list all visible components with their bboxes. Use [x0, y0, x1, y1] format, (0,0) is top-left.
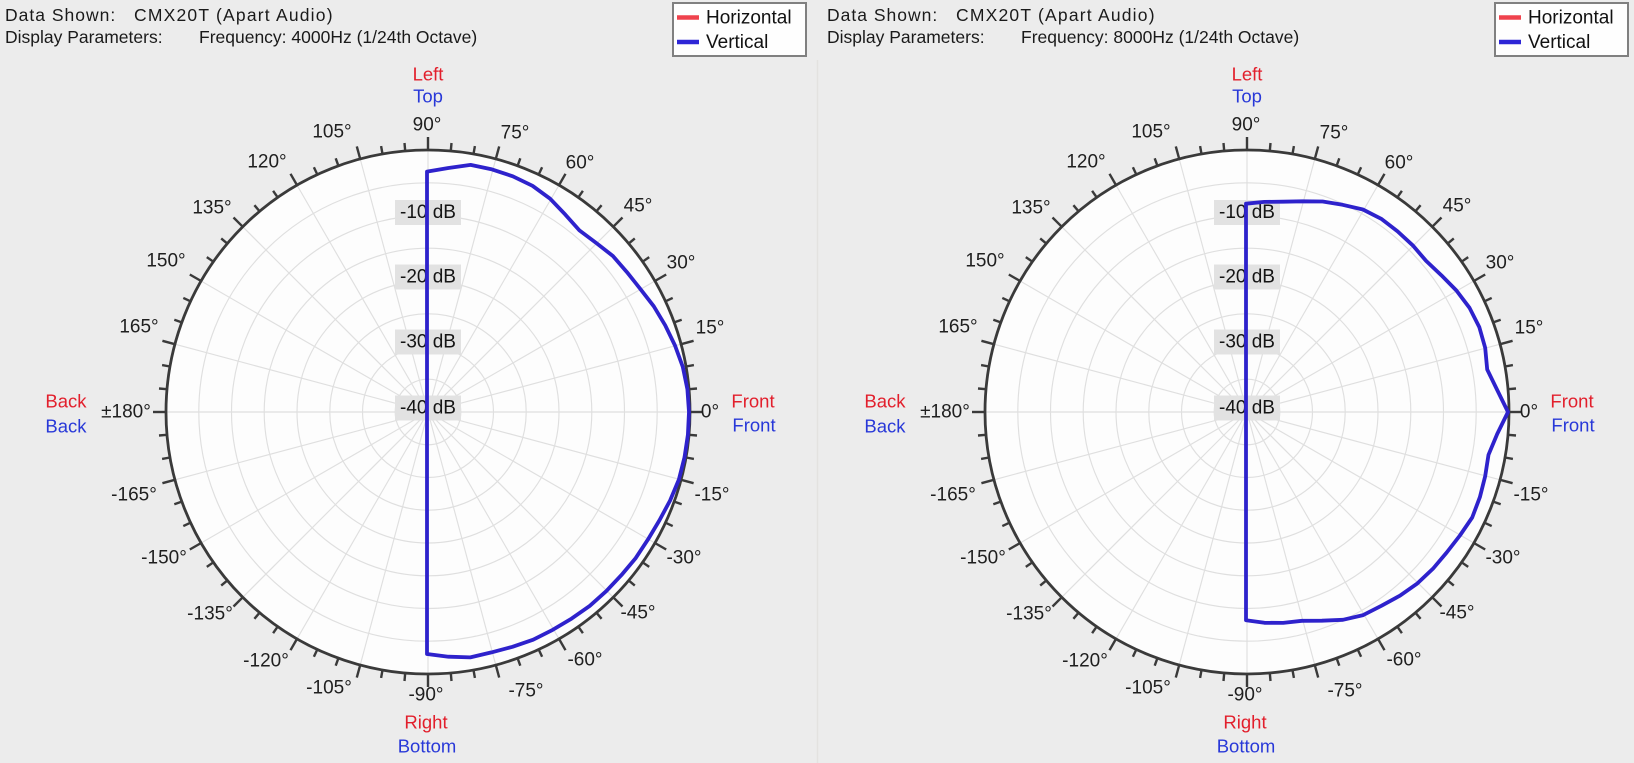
svg-text:-45°: -45°: [1439, 603, 1474, 624]
svg-text:120°: 120°: [247, 152, 286, 173]
svg-text:120°: 120°: [1066, 152, 1105, 173]
svg-text:-15°: -15°: [694, 485, 729, 506]
svg-text:-60°: -60°: [1386, 650, 1421, 671]
svg-text:90°: 90°: [1232, 115, 1261, 136]
svg-text:Display Parameters:: Display Parameters:: [5, 27, 163, 47]
svg-text:Front: Front: [732, 415, 775, 436]
svg-text:CMX20T (Apart Audio): CMX20T (Apart Audio): [956, 5, 1156, 25]
svg-text:Data Shown:: Data Shown:: [5, 5, 116, 25]
svg-text:Right: Right: [1223, 712, 1266, 733]
svg-text:-60°: -60°: [567, 650, 602, 671]
svg-text:150°: 150°: [146, 251, 185, 272]
svg-text:Vertical: Vertical: [1528, 32, 1590, 53]
svg-text:Front: Front: [731, 391, 774, 412]
svg-text:-45°: -45°: [620, 603, 655, 624]
svg-text:Bottom: Bottom: [398, 736, 457, 757]
svg-text:Left: Left: [413, 64, 444, 85]
svg-text:Frequency: 8000Hz (1/24th Octa: Frequency: 8000Hz (1/24th Octave): [1021, 27, 1299, 47]
svg-text:105°: 105°: [1131, 122, 1170, 143]
svg-text:165°: 165°: [119, 317, 158, 338]
svg-text:-150°: -150°: [960, 548, 1006, 569]
svg-text:Horizontal: Horizontal: [1528, 8, 1614, 29]
svg-text:Right: Right: [404, 712, 447, 733]
svg-text:-165°: -165°: [111, 485, 157, 506]
svg-text:-105°: -105°: [1125, 678, 1171, 699]
svg-text:Back: Back: [45, 416, 87, 437]
svg-text:75°: 75°: [1320, 123, 1349, 144]
svg-text:±180°: ±180°: [101, 402, 151, 423]
svg-text:±180°: ±180°: [920, 402, 970, 423]
svg-text:30°: 30°: [667, 253, 696, 274]
svg-text:-90°: -90°: [408, 685, 443, 706]
svg-text:135°: 135°: [1011, 198, 1050, 219]
svg-text:-105°: -105°: [306, 678, 352, 699]
svg-text:Data Shown:: Data Shown:: [827, 5, 938, 25]
svg-text:Display Parameters:: Display Parameters:: [827, 27, 985, 47]
svg-text:CMX20T (Apart Audio): CMX20T (Apart Audio): [134, 5, 334, 25]
svg-text:45°: 45°: [624, 196, 653, 217]
svg-text:Vertical: Vertical: [706, 32, 768, 53]
svg-text:-135°: -135°: [187, 604, 233, 625]
svg-text:Horizontal: Horizontal: [706, 8, 792, 29]
svg-text:150°: 150°: [965, 251, 1004, 272]
svg-text:135°: 135°: [192, 198, 231, 219]
svg-text:15°: 15°: [696, 318, 725, 339]
svg-text:-150°: -150°: [141, 548, 187, 569]
svg-text:-15°: -15°: [1513, 485, 1548, 506]
svg-text:105°: 105°: [312, 122, 351, 143]
svg-text:165°: 165°: [938, 317, 977, 338]
svg-text:60°: 60°: [1385, 153, 1414, 174]
svg-text:Frequency: 4000Hz (1/24th Octa: Frequency: 4000Hz (1/24th Octave): [199, 27, 477, 47]
svg-text:-135°: -135°: [1006, 604, 1052, 625]
svg-text:-165°: -165°: [930, 485, 976, 506]
svg-text:-75°: -75°: [1327, 681, 1362, 702]
svg-text:Back: Back: [864, 391, 906, 412]
svg-text:60°: 60°: [566, 153, 595, 174]
svg-text:-75°: -75°: [508, 681, 543, 702]
svg-text:Bottom: Bottom: [1217, 736, 1276, 757]
svg-text:45°: 45°: [1443, 196, 1472, 217]
svg-text:Left: Left: [1232, 64, 1263, 85]
svg-text:Back: Back: [864, 416, 906, 437]
svg-text:-30°: -30°: [1485, 548, 1520, 569]
svg-text:-30°: -30°: [666, 548, 701, 569]
svg-text:75°: 75°: [501, 123, 530, 144]
svg-text:Top: Top: [413, 86, 443, 107]
svg-text:0°: 0°: [701, 402, 719, 423]
svg-text:Back: Back: [45, 391, 87, 412]
svg-text:0°: 0°: [1520, 402, 1538, 423]
svg-text:30°: 30°: [1486, 253, 1515, 274]
svg-text:90°: 90°: [413, 115, 442, 136]
svg-text:15°: 15°: [1515, 318, 1544, 339]
svg-text:Front: Front: [1550, 391, 1593, 412]
svg-text:Top: Top: [1232, 86, 1262, 107]
svg-text:-90°: -90°: [1227, 685, 1262, 706]
svg-text:Front: Front: [1551, 415, 1594, 436]
svg-text:-120°: -120°: [243, 651, 289, 672]
svg-text:-120°: -120°: [1062, 651, 1108, 672]
